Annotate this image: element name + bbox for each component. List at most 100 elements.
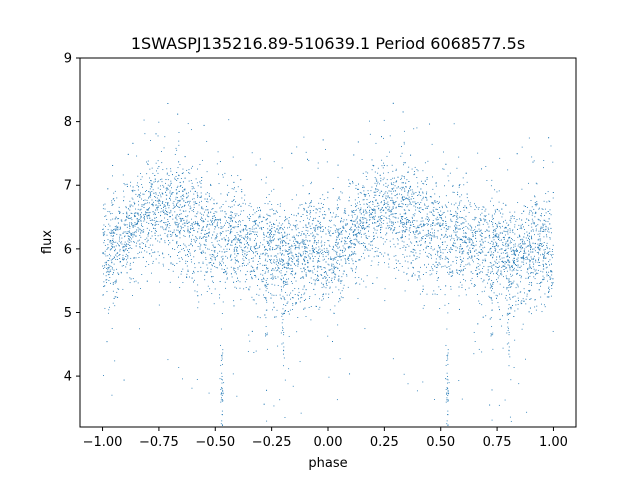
data-point (210, 184, 212, 186)
data-point (521, 188, 523, 190)
data-point (459, 248, 461, 250)
data-point (407, 204, 409, 206)
data-point (329, 269, 331, 271)
data-point (302, 288, 304, 290)
data-point (386, 239, 388, 241)
data-point (153, 219, 155, 221)
data-point (496, 208, 498, 210)
data-point (195, 223, 197, 225)
data-point (169, 192, 171, 194)
data-point (383, 119, 385, 121)
data-point (432, 293, 434, 295)
data-point (411, 221, 413, 223)
data-point (466, 236, 467, 238)
data-point (519, 236, 521, 238)
data-point (380, 220, 382, 222)
data-point (277, 284, 279, 286)
data-point (420, 245, 422, 246)
data-point (249, 340, 251, 342)
data-point (111, 245, 113, 247)
data-point (137, 189, 139, 191)
data-point (251, 277, 253, 279)
data-point (533, 208, 535, 210)
data-point (260, 210, 261, 212)
data-point (290, 246, 292, 248)
data-point (158, 304, 160, 306)
data-point (372, 209, 373, 211)
data-point (435, 258, 437, 260)
data-point (267, 214, 269, 216)
data-point (310, 306, 312, 307)
data-point (525, 222, 527, 223)
data-point (367, 238, 369, 239)
data-point (429, 274, 431, 276)
data-point (110, 248, 112, 250)
data-point (184, 244, 186, 246)
data-point (170, 230, 172, 232)
data-point (319, 260, 321, 262)
data-point (524, 229, 525, 230)
data-point (538, 230, 540, 232)
data-point (335, 266, 337, 268)
data-point (149, 207, 150, 209)
data-point (111, 261, 113, 263)
data-point (263, 237, 265, 238)
data-point (193, 209, 194, 210)
data-point (113, 263, 115, 265)
data-point (336, 207, 338, 209)
data-point (141, 242, 143, 244)
data-point (231, 273, 232, 275)
data-point (310, 233, 312, 235)
data-point (278, 244, 280, 246)
data-point (129, 268, 131, 270)
data-point (538, 238, 540, 240)
data-point (433, 222, 434, 224)
data-point (522, 256, 523, 258)
data-point (491, 265, 493, 267)
data-point (366, 203, 368, 205)
data-point (147, 212, 149, 214)
data-point (287, 265, 289, 266)
data-point (167, 204, 168, 206)
data-point (284, 417, 286, 418)
data-point (327, 254, 329, 256)
data-point (118, 244, 119, 246)
data-point (517, 308, 519, 310)
data-point (534, 299, 536, 300)
data-point (342, 245, 344, 247)
data-point (166, 213, 167, 215)
data-point (125, 207, 127, 209)
data-point (320, 208, 322, 210)
data-point (401, 235, 403, 237)
data-point (512, 229, 514, 231)
data-point (428, 219, 430, 221)
data-point (219, 207, 221, 209)
data-point (364, 232, 366, 234)
data-point (344, 237, 346, 239)
data-point (329, 287, 331, 289)
data-point (533, 257, 535, 259)
data-point (183, 243, 185, 245)
data-point (224, 281, 226, 283)
data-point (252, 266, 254, 268)
data-point (269, 228, 271, 230)
data-point (421, 237, 423, 238)
data-point (318, 252, 320, 254)
data-point (422, 381, 424, 383)
data-point (338, 280, 340, 282)
data-point (549, 248, 551, 250)
data-point (291, 254, 293, 256)
data-point (118, 288, 120, 290)
data-point (428, 263, 429, 265)
data-point (530, 200, 532, 201)
data-point (546, 245, 548, 246)
data-point (116, 226, 118, 228)
data-point (236, 239, 238, 241)
data-point (403, 245, 405, 247)
data-point (507, 240, 509, 242)
data-point (484, 258, 486, 260)
data-point (331, 233, 333, 234)
data-point (485, 219, 487, 221)
data-point (428, 217, 430, 219)
data-point (292, 224, 294, 226)
